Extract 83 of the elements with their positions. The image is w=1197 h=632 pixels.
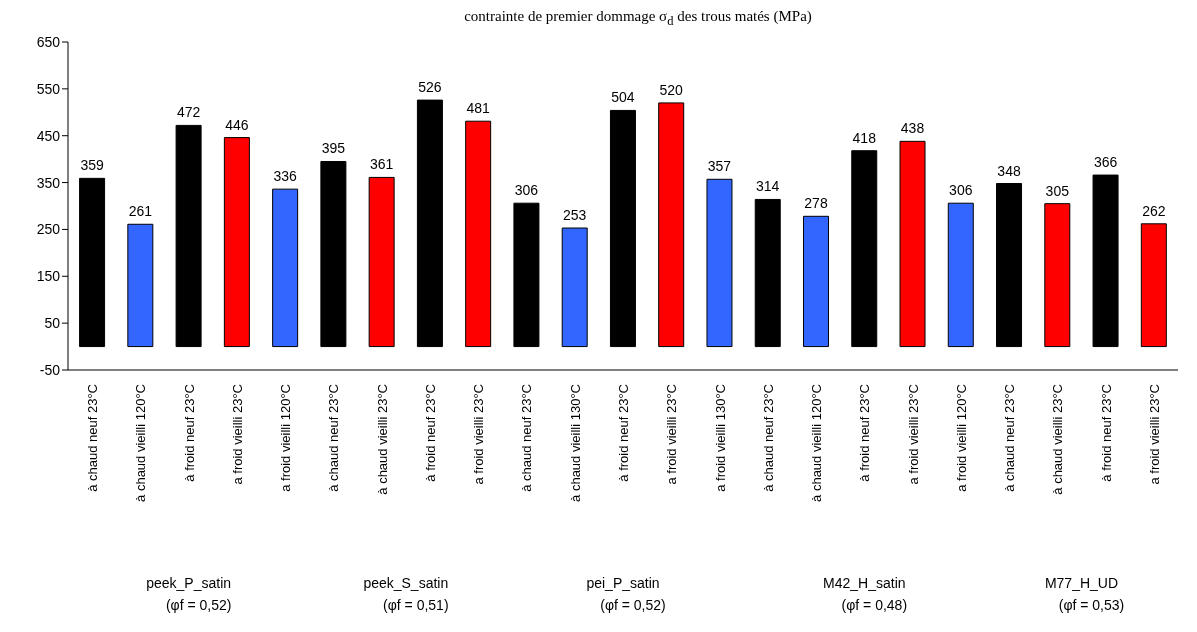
x-tick-label: a froid vieilli 130°C [712,384,728,492]
x-tick-label: a froid vieilli 23°C [229,384,245,485]
x-tick-label: a froid vieilli 23°C [471,384,487,485]
data-label: 418 [852,129,877,146]
data-label: 357 [707,158,732,175]
bar [368,176,395,348]
bar [465,120,492,348]
bar [175,124,202,348]
text: peek_S_satin (φf = 0,51) [363,575,449,613]
x-tick-label: à chaud neuf 23°C [519,384,535,492]
x-tick-label: a froid vieilli 23°C [1146,384,1162,485]
data-label: 504 [611,89,635,106]
bar [658,102,685,348]
data-label: 262 [1142,202,1166,219]
x-tick-label: à chaud neuf 23°C [85,384,101,492]
x-tick-label: à chaud vieilli 120°C [809,384,825,502]
data-label: 306 [514,182,539,199]
chart-title: contrainte de premier dommage σ$_{d}$ des trous matés (MPa) [463,8,813,30]
bar [416,99,443,348]
data-label: 261 [128,203,153,220]
bar [899,140,926,348]
data-label: 348 [997,162,1021,179]
bar [754,198,781,348]
x-tick-label: à froid neuf 23°C [422,384,438,482]
text: M42_H_satin (φf = 0,48) [823,575,908,613]
bar [1092,174,1119,348]
y-tick-label: 50 [44,315,61,332]
bar [513,202,540,348]
bar [127,223,154,348]
bar [996,183,1023,348]
y-tick-label: 250 [36,221,61,238]
x-tick-label: a froid vieilli 23°C [664,384,680,485]
y-tick-label: -50 [39,361,61,378]
data-label: 472 [176,104,201,121]
x-tick-label: à froid neuf 23°C [181,384,197,482]
y-tick-label: 150 [36,268,61,285]
bar [609,109,636,348]
data-label: 361 [369,156,394,173]
x-tick-label: à chaud vieilli 130°C [567,384,583,502]
x-tick-label: à chaud neuf 23°C [760,384,776,492]
x-tick-label: a froid vieilli 23°C [905,384,921,485]
x-tick-label: a froid vieilli 120°C [953,384,969,492]
x-tick-label: à chaud neuf 23°C [326,384,342,492]
bar [561,227,588,348]
text: pei_P_satin (φf = 0,52) [586,575,666,613]
x-tick-label: à chaud vieilli 23°C [1050,384,1066,495]
data-label: 306 [949,182,973,199]
x-tick-label: a froid vieilli 120°C [278,384,294,492]
x-tick-label: à froid neuf 23°C [1098,384,1114,482]
y-tick-label: 650 [36,33,61,50]
data-label: 395 [321,140,346,157]
data-label: 278 [804,195,828,212]
text: M77_H_UD (φf = 0,53) [1044,575,1125,613]
data-label: 253 [563,207,587,224]
data-label: 359 [80,157,104,174]
y-tick-label: 450 [36,127,61,144]
bar [947,202,974,348]
bar [223,137,250,348]
data-label: 481 [466,100,491,117]
bar [803,215,829,348]
x-tick-label: à chaud neuf 23°C [1002,384,1018,492]
data-label: 366 [1093,154,1118,171]
data-label: 314 [756,178,780,195]
x-tick-label: à froid neuf 23°C [857,384,873,482]
data-label: 446 [225,116,249,133]
data-label: 520 [659,81,684,98]
bar [851,150,878,348]
bar [706,178,733,348]
bar [79,177,106,348]
bar [1044,203,1071,348]
text: peek_P_satin (φf = 0,52) [146,575,232,613]
bar [1140,223,1167,348]
data-label: 526 [418,79,442,96]
bar [272,188,299,348]
bar [320,160,347,348]
y-tick-label: 350 [36,174,61,191]
y-tick-label: 550 [36,80,61,97]
data-label: 305 [1045,182,1070,199]
data-label: 336 [273,168,298,185]
x-tick-label: à chaud vieilli 120°C [133,384,149,502]
x-tick-label: à froid neuf 23°C [616,384,631,482]
x-tick-label: à chaud vieilli 23°C [374,384,390,495]
data-label: 438 [900,120,925,137]
